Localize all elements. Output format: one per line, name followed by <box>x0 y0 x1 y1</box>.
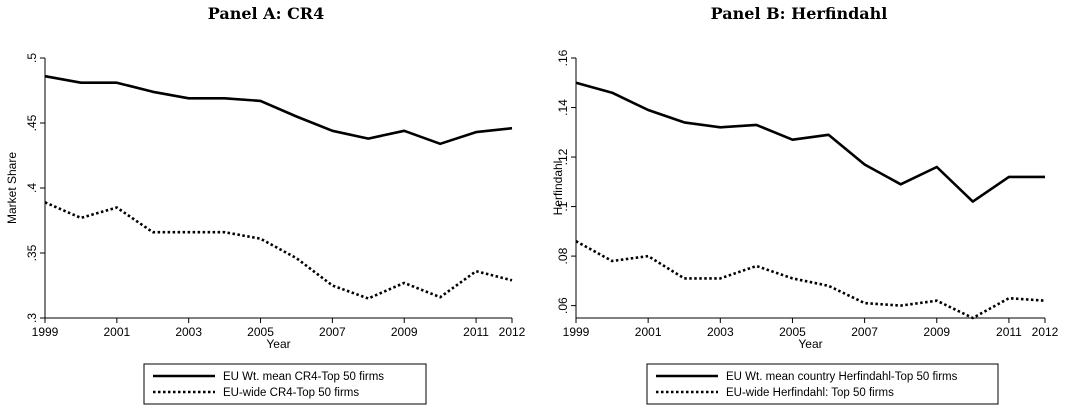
panel-b-chart: .06 .08 .1 .12 .14 .16 1999 2001 2003 2005 2007 200… <box>551 49 1059 405</box>
panel-b-x-tick-label: 2003 <box>707 325 734 339</box>
panel-b-series-1-line <box>575 81 1045 203</box>
panel-a-y-axis-title: Market Share <box>5 152 19 224</box>
panel-b-legend: EU Wt. mean country Herfindahl-Top 50 fi… <box>646 363 999 405</box>
panel-b-x-tick-label: 2012 <box>1032 325 1059 339</box>
panel-b-legend-box <box>646 363 999 405</box>
panel-b-x-tick-label: 2011 <box>996 325 1022 339</box>
panel-a-y-tick-label: .4 <box>25 183 39 193</box>
panel-b-x-tick-label: 2001 <box>635 325 662 339</box>
panel-a-y-tick-label: .35 <box>25 244 39 261</box>
panel-b-y-tick-label: .12 <box>556 148 570 165</box>
panel-b-legend-label-1: EU Wt. mean country Herfindahl-Top 50 fi… <box>726 371 958 383</box>
panel-a-x-tick-label: 2011 <box>463 325 489 339</box>
panel-b-y-tick-label: .08 <box>556 247 570 264</box>
panel-a-x-axis-title: Year <box>266 337 290 351</box>
panel-a-series-2-line <box>44 201 513 300</box>
panel-a-legend-box <box>143 363 427 405</box>
panel-a-x-tick-label: 2003 <box>175 325 202 339</box>
panel-b-legend-label-2: EU-wide Herfindahl: Top 50 firms <box>726 387 894 399</box>
panel-b-x-axis-title: Year <box>798 337 822 351</box>
panel-b-y-tick-label: .16 <box>556 49 570 66</box>
panel-a-legend-label-2: EU-wide CR4-Top 50 firms <box>223 387 359 399</box>
panel-a-x-tick-label: 2009 <box>391 325 418 339</box>
panel-b-y-tick-label: .06 <box>556 297 570 314</box>
panel-a-series-1-line <box>44 74 513 146</box>
panel-a-x-tick-label: 2005 <box>247 325 274 339</box>
panel-a-title: Panel A: CR4 <box>207 4 325 23</box>
panel-b-x-tick-label: 1999 <box>563 325 590 339</box>
panel-a-legend: EU Wt. mean CR4-Top 50 firms EU-wide CR4-… <box>143 363 427 405</box>
panel-b-x-tick-label: 2007 <box>851 325 878 339</box>
panel-b-x-tick-label: 2009 <box>923 325 950 339</box>
panel-a-x-tick-label: 1999 <box>32 325 59 339</box>
panel-a-x-tick-label: 2001 <box>103 325 130 339</box>
panel-a-y-tick-label: .45 <box>25 114 39 131</box>
panel-a-legend-label-1: EU Wt. mean CR4-Top 50 firms <box>223 371 384 383</box>
panel-b-y-axis-title: Herfindahl <box>551 161 565 216</box>
panel-b-y-tick-label: .1 <box>556 201 570 211</box>
panel-a-y-tick-label: .3 <box>25 313 39 323</box>
panel-a-y-tick-label: .5 <box>25 53 39 63</box>
panel-b-y-tick-label: .14 <box>556 99 570 116</box>
panel-b-x-tick-label: 2005 <box>779 325 806 339</box>
panel-b-title: Panel B: Herfindahl <box>710 4 888 23</box>
panel-a-x-tick-label: 2007 <box>319 325 346 339</box>
panel-a-x-tick-label: 2012 <box>499 325 526 339</box>
panel-b-series-2-line <box>575 240 1046 320</box>
panel-a-chart: .3 .35 .4 .45 .5 1999 2001 2003 2005 2007 2009 2011… <box>5 53 526 405</box>
